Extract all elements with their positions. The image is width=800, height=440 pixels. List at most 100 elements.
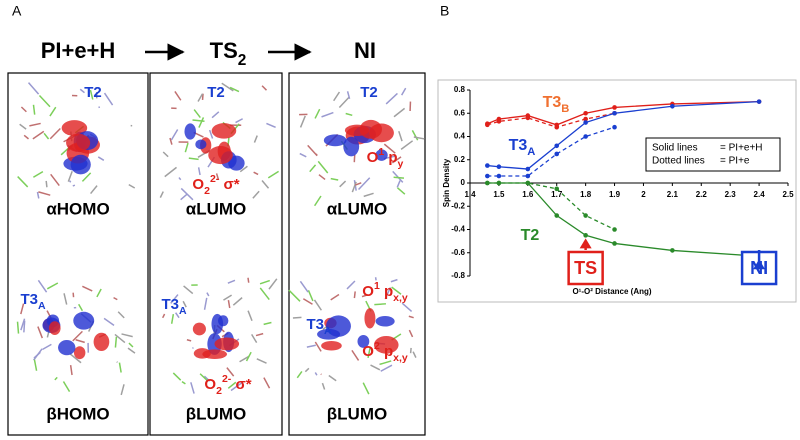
caption: βHOMO: [46, 404, 109, 423]
molecule-bond: [400, 140, 414, 150]
molecule-bond: [253, 135, 258, 143]
orbital-lobe: [66, 133, 91, 152]
molecule-bond: [33, 359, 38, 371]
series-line: [487, 100, 760, 126]
orbital-lobe: [343, 136, 360, 157]
molecule-bond: [408, 315, 414, 319]
molecule-bond: [267, 170, 280, 179]
series-annotation: T3B: [543, 94, 570, 115]
molecule-bond: [49, 106, 57, 117]
orbital-label: T2: [84, 84, 102, 101]
molecule-bond: [19, 123, 27, 130]
molecule-bond: [253, 171, 259, 176]
molecule-bond: [393, 107, 406, 118]
molecule-bond: [346, 91, 351, 99]
molecule-bond: [261, 85, 268, 91]
molecule-bond: [299, 115, 306, 128]
molecule-bond: [351, 349, 360, 361]
data-point: [554, 124, 560, 130]
molecule-bond: [32, 130, 45, 140]
molecule-bond: [197, 167, 201, 176]
molecule-bond: [288, 289, 301, 302]
text-part: p: [380, 343, 393, 360]
molecule-bond: [363, 192, 374, 198]
molecule-bond: [353, 291, 356, 299]
text-part: 2-: [210, 173, 220, 185]
molecule-bond: [114, 333, 126, 344]
text-part: T2: [521, 227, 540, 244]
text-part: O: [192, 176, 204, 193]
molecule-bond: [38, 94, 51, 108]
molecule-bond: [118, 362, 122, 373]
text-part: T3: [20, 291, 38, 308]
orbital-label: T3A: [306, 316, 332, 337]
series-annotation: T3A: [509, 137, 536, 158]
molecule-bond: [164, 166, 177, 178]
molecule-bond: [227, 381, 237, 389]
molecule-bond: [72, 184, 76, 187]
molecule-bond: [314, 372, 318, 376]
molecule-bond: [317, 160, 329, 174]
molecule-bond: [113, 296, 118, 301]
orbital-lobe: [321, 341, 342, 351]
molecule-bond: [338, 96, 350, 109]
legend-desc: = PI+e: [720, 156, 750, 167]
callout-box: [567, 250, 604, 286]
molecule-bond: [17, 176, 29, 188]
data-point: [583, 116, 588, 122]
molecule-bond: [206, 292, 210, 297]
orbital-label: O1 px,y: [362, 280, 408, 304]
orbital-lobe: [58, 340, 76, 356]
molecule-bond: [20, 106, 27, 113]
data-point: [612, 241, 617, 246]
data-point: [612, 124, 617, 130]
molecule-bond: [307, 144, 318, 157]
molecule-bond: [309, 164, 317, 173]
molecule-bond: [333, 91, 341, 102]
molecule-bond: [197, 93, 204, 102]
molecule-bond: [313, 299, 323, 311]
molecule-bond: [78, 303, 84, 312]
molecule-bond: [89, 89, 94, 100]
molecule-bond: [302, 298, 313, 305]
x-tick-label: 2.5: [782, 190, 794, 199]
molecule-bond: [182, 300, 187, 308]
text-part: 2-: [222, 373, 232, 385]
orbital-lobe: [211, 123, 237, 139]
data-point: [612, 227, 617, 232]
molecule-bond: [397, 187, 406, 195]
molecule-bond: [239, 355, 250, 363]
y-tick-label: 0.2: [454, 155, 466, 164]
data-point: [554, 151, 560, 157]
plot-frame: [437, 79, 797, 303]
text-part: 1: [378, 146, 384, 158]
molecule-bond: [46, 282, 59, 290]
molecule-bond: [79, 88, 85, 94]
molecule-bond: [103, 92, 114, 106]
molecule-bond: [384, 287, 392, 300]
y-tick-label: -0.6: [451, 248, 465, 257]
molecule-bond: [190, 382, 195, 394]
molecule-bond: [380, 364, 393, 372]
data-point: [525, 180, 531, 186]
panel-box: [7, 72, 149, 436]
x-tick-label: 2.3: [725, 190, 737, 199]
text-part: 2: [374, 340, 380, 352]
text-part: 2: [238, 52, 247, 69]
data-point: [583, 134, 588, 139]
text-part: p: [384, 149, 397, 166]
text-part: T3: [306, 316, 324, 333]
y-tick-label: 0.4: [454, 132, 466, 141]
molecule-bond: [45, 180, 48, 188]
orbital-label: T3A: [161, 296, 187, 317]
molecule-bond: [400, 87, 407, 96]
orbital-label: T3A: [20, 291, 46, 312]
legend-desc: = PI+e+H: [720, 143, 763, 154]
molecule-bond: [199, 373, 209, 382]
molecule-bond: [396, 180, 401, 188]
orbital-lobe: [202, 349, 227, 359]
orbital-label: O22- σ*: [192, 173, 239, 197]
orbital-label: O2 px,y: [362, 340, 408, 364]
series-line: [487, 112, 615, 128]
orbital-label: O1 py: [367, 146, 404, 170]
